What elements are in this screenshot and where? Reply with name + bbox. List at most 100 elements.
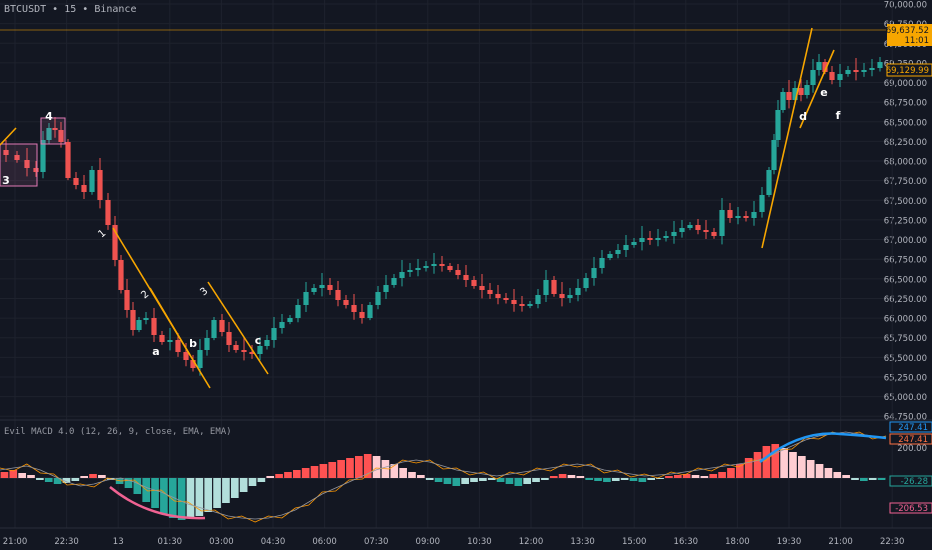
candle-body[interactable] [877,62,883,68]
candle-body[interactable] [751,212,757,218]
macd-histogram-bar[interactable] [656,478,664,479]
macd-histogram-bar[interactable] [80,476,88,478]
candle-body[interactable] [711,232,717,236]
macd-histogram-bar[interactable] [195,478,204,516]
macd-histogram-bar[interactable] [168,478,177,518]
macd-histogram-bar[interactable] [851,478,859,480]
macd-histogram-bar[interactable] [27,475,35,478]
macd-histogram-bar[interactable] [603,478,611,482]
candle-body[interactable] [837,74,843,80]
candle-body[interactable] [58,130,64,142]
macd-histogram-bar[interactable] [833,472,842,478]
macd-histogram-bar[interactable] [452,478,461,486]
candle-body[interactable] [703,230,709,232]
candle-body[interactable] [159,335,165,342]
candle-body[interactable] [118,260,124,290]
macd-histogram-bar[interactable] [177,478,186,520]
macd-histogram-bar[interactable] [399,468,407,478]
macd-badge-pink[interactable] [889,502,932,514]
candle-body[interactable] [112,225,118,260]
candle-body[interactable] [792,88,798,100]
candle-body[interactable] [97,170,103,200]
macd-histogram-bar[interactable] [346,458,354,478]
candle-body[interactable] [766,170,772,195]
candle-body[interactable] [383,285,389,292]
candle-body[interactable] [845,70,851,74]
candle-body[interactable] [487,290,493,294]
macd-histogram-bar[interactable] [798,456,806,478]
macd-histogram-bar[interactable] [771,444,780,478]
second-price-badge[interactable] [886,63,932,77]
candle-body[interactable] [327,285,333,290]
candle-body[interactable] [105,200,111,225]
macd-histogram-bar[interactable] [363,454,372,478]
macd-histogram-bar[interactable] [479,478,487,481]
candle-body[interactable] [511,300,517,304]
candle-body[interactable] [415,268,421,270]
candle-body[interactable] [471,280,477,286]
macd-histogram-bar[interactable] [629,478,638,481]
candle-body[interactable] [151,318,157,335]
candle-body[interactable] [431,264,437,266]
macd-histogram-bar[interactable] [124,478,133,488]
candle-body[interactable] [295,305,301,318]
candle-body[interactable] [759,195,765,212]
candle-body[interactable] [780,92,786,110]
macd-histogram-bar[interactable] [62,478,71,483]
macd-histogram-bar[interactable] [284,472,292,478]
candle-body[interactable] [735,216,741,218]
candle-body[interactable] [391,278,397,285]
macd-histogram-bar[interactable] [18,473,26,478]
candle-body[interactable] [869,68,875,70]
candle-body[interactable] [639,238,645,242]
macd-histogram-bar[interactable] [461,478,469,484]
macd-histogram-bar[interactable] [709,474,718,478]
candle-body[interactable] [287,318,293,322]
macd-histogram-bar[interactable] [160,478,168,514]
candle-body[interactable] [655,238,661,240]
candle-body[interactable] [599,258,605,268]
candle-body[interactable] [559,294,565,298]
candle-body[interactable] [631,242,637,245]
candle-body[interactable] [695,225,701,230]
macd-histogram-bar[interactable] [594,478,602,481]
macd-histogram-bar[interactable] [53,478,62,484]
trend-line[interactable] [207,281,269,375]
macd-histogram-bar[interactable] [558,474,567,478]
candle-body[interactable] [519,304,525,306]
candle-body[interactable] [663,236,669,238]
macd-histogram-bar[interactable] [611,478,620,481]
candle-body[interactable] [136,320,142,330]
candle-body[interactable] [303,292,309,305]
candle-body[interactable] [495,294,501,298]
candle-body[interactable] [3,150,9,155]
macd-histogram-bar[interactable] [257,478,266,482]
candle-body[interactable] [829,72,835,80]
macd-histogram-bar[interactable] [682,474,691,478]
candle-body[interactable] [264,340,270,346]
candle-body[interactable] [175,340,181,352]
macd-histogram-bar[interactable] [638,478,647,482]
macd-badge-teal[interactable] [889,475,932,487]
macd-histogram-bar[interactable] [355,456,363,478]
macd-histogram-bar[interactable] [744,458,753,478]
candle-body[interactable] [567,295,573,298]
macd-histogram-bar[interactable] [567,475,576,478]
candle-body[interactable] [73,178,79,185]
highlight-box[interactable] [0,143,38,187]
candle-body[interactable] [343,300,349,305]
candle-body[interactable] [319,285,325,288]
candle-body[interactable] [535,295,541,304]
macd-histogram-bar[interactable] [301,468,310,478]
macd-histogram-bar[interactable] [133,478,142,494]
macd-histogram-bar[interactable] [860,478,868,481]
macd-histogram-bar[interactable] [496,478,505,482]
macd-histogram-bar[interactable] [319,464,328,478]
candle-body[interactable] [197,350,203,368]
trend-line[interactable] [0,127,17,146]
candle-body[interactable] [775,110,781,140]
candle-body[interactable] [447,266,453,270]
candle-body[interactable] [167,340,173,342]
highlight-box[interactable] [40,117,66,145]
